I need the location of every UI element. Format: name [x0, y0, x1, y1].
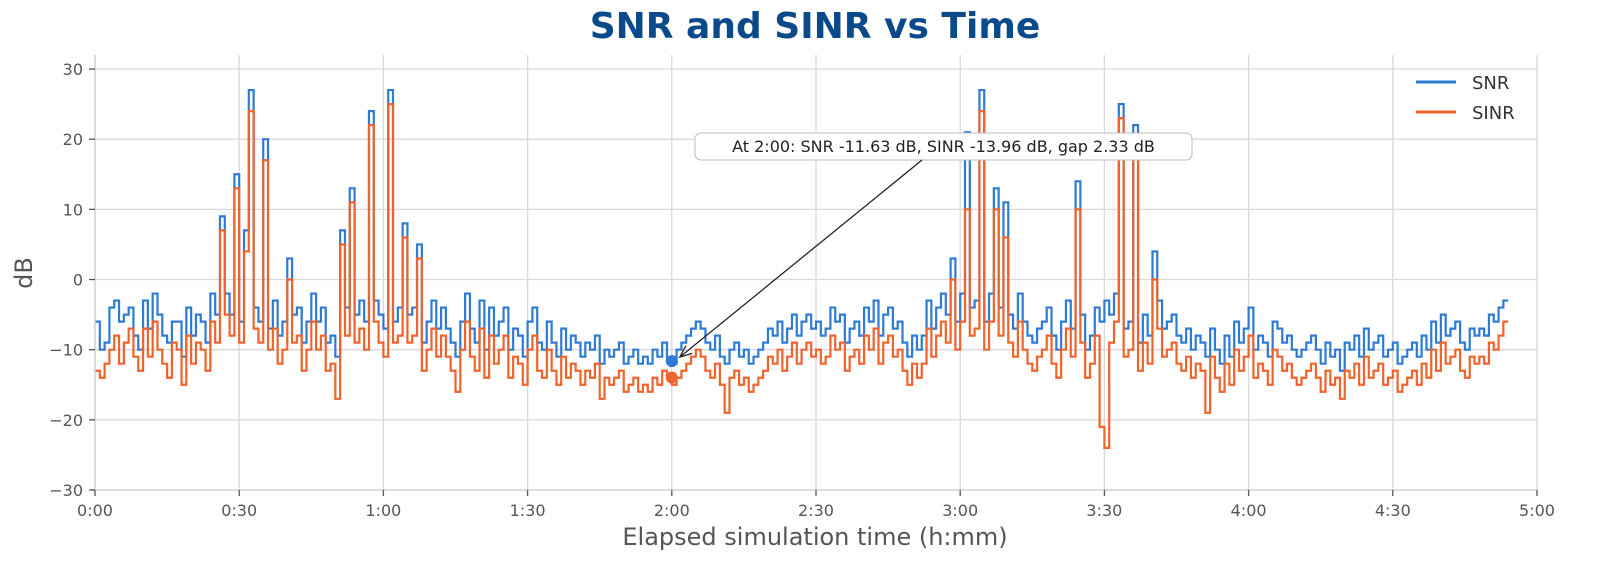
- legend: SNR SINR: [1416, 73, 1515, 124]
- axes: 0:00 0:30 1:00 1:30 2:00 2:30 3:00 3:30 4:00 4:30…: [49, 55, 1555, 520]
- y-tick-label: 10: [63, 200, 83, 219]
- annotation-arrow-line: [679, 159, 923, 358]
- x-tick-label: 2:30: [798, 501, 834, 520]
- y-tick-label: −30: [49, 481, 83, 500]
- x-axis-label: Elapsed simulation time (h:mm): [622, 523, 1007, 551]
- x-tick-label: 1:30: [510, 501, 546, 520]
- series-lines: [95, 88, 1509, 449]
- snr-marker: [665, 355, 678, 368]
- y-tick-label: 20: [63, 130, 83, 149]
- x-tick-label: 0:00: [77, 501, 113, 520]
- y-axis-label: dB: [10, 257, 38, 289]
- y-tick-label: 30: [63, 60, 83, 79]
- annotation: At 2:00: SNR -11.63 dB, SINR -13.96 dB, …: [665, 132, 1193, 384]
- annotation-text: At 2:00: SNR -11.63 dB, SINR -13.96 dB, …: [732, 137, 1155, 156]
- sinr-series-line: [95, 103, 1509, 449]
- snr-series-line: [95, 88, 1509, 372]
- x-tick-label: 4:00: [1231, 501, 1267, 520]
- y-tick-label: 0: [73, 271, 83, 290]
- chart-title: SNR and SINR vs Time: [590, 6, 1041, 47]
- x-tick-label: 4:30: [1375, 501, 1411, 520]
- x-tick-label: 3:30: [1086, 501, 1122, 520]
- y-tick-label: −10: [49, 341, 83, 360]
- x-tick-label: 1:00: [365, 501, 401, 520]
- y-tick-label: −20: [49, 411, 83, 430]
- legend-label-sinr: SINR: [1472, 103, 1515, 124]
- x-tick-label: 2:00: [654, 501, 690, 520]
- x-tick-label: 3:00: [942, 501, 978, 520]
- annotation-box: [694, 132, 1193, 161]
- grid-lines: [94, 55, 1538, 491]
- x-tick-label: 0:30: [221, 501, 257, 520]
- legend-label-snr: SNR: [1472, 73, 1509, 94]
- sinr-marker: [665, 371, 678, 384]
- x-tick-label: 5:00: [1519, 501, 1555, 520]
- annotation-arrow-head: [678, 345, 693, 359]
